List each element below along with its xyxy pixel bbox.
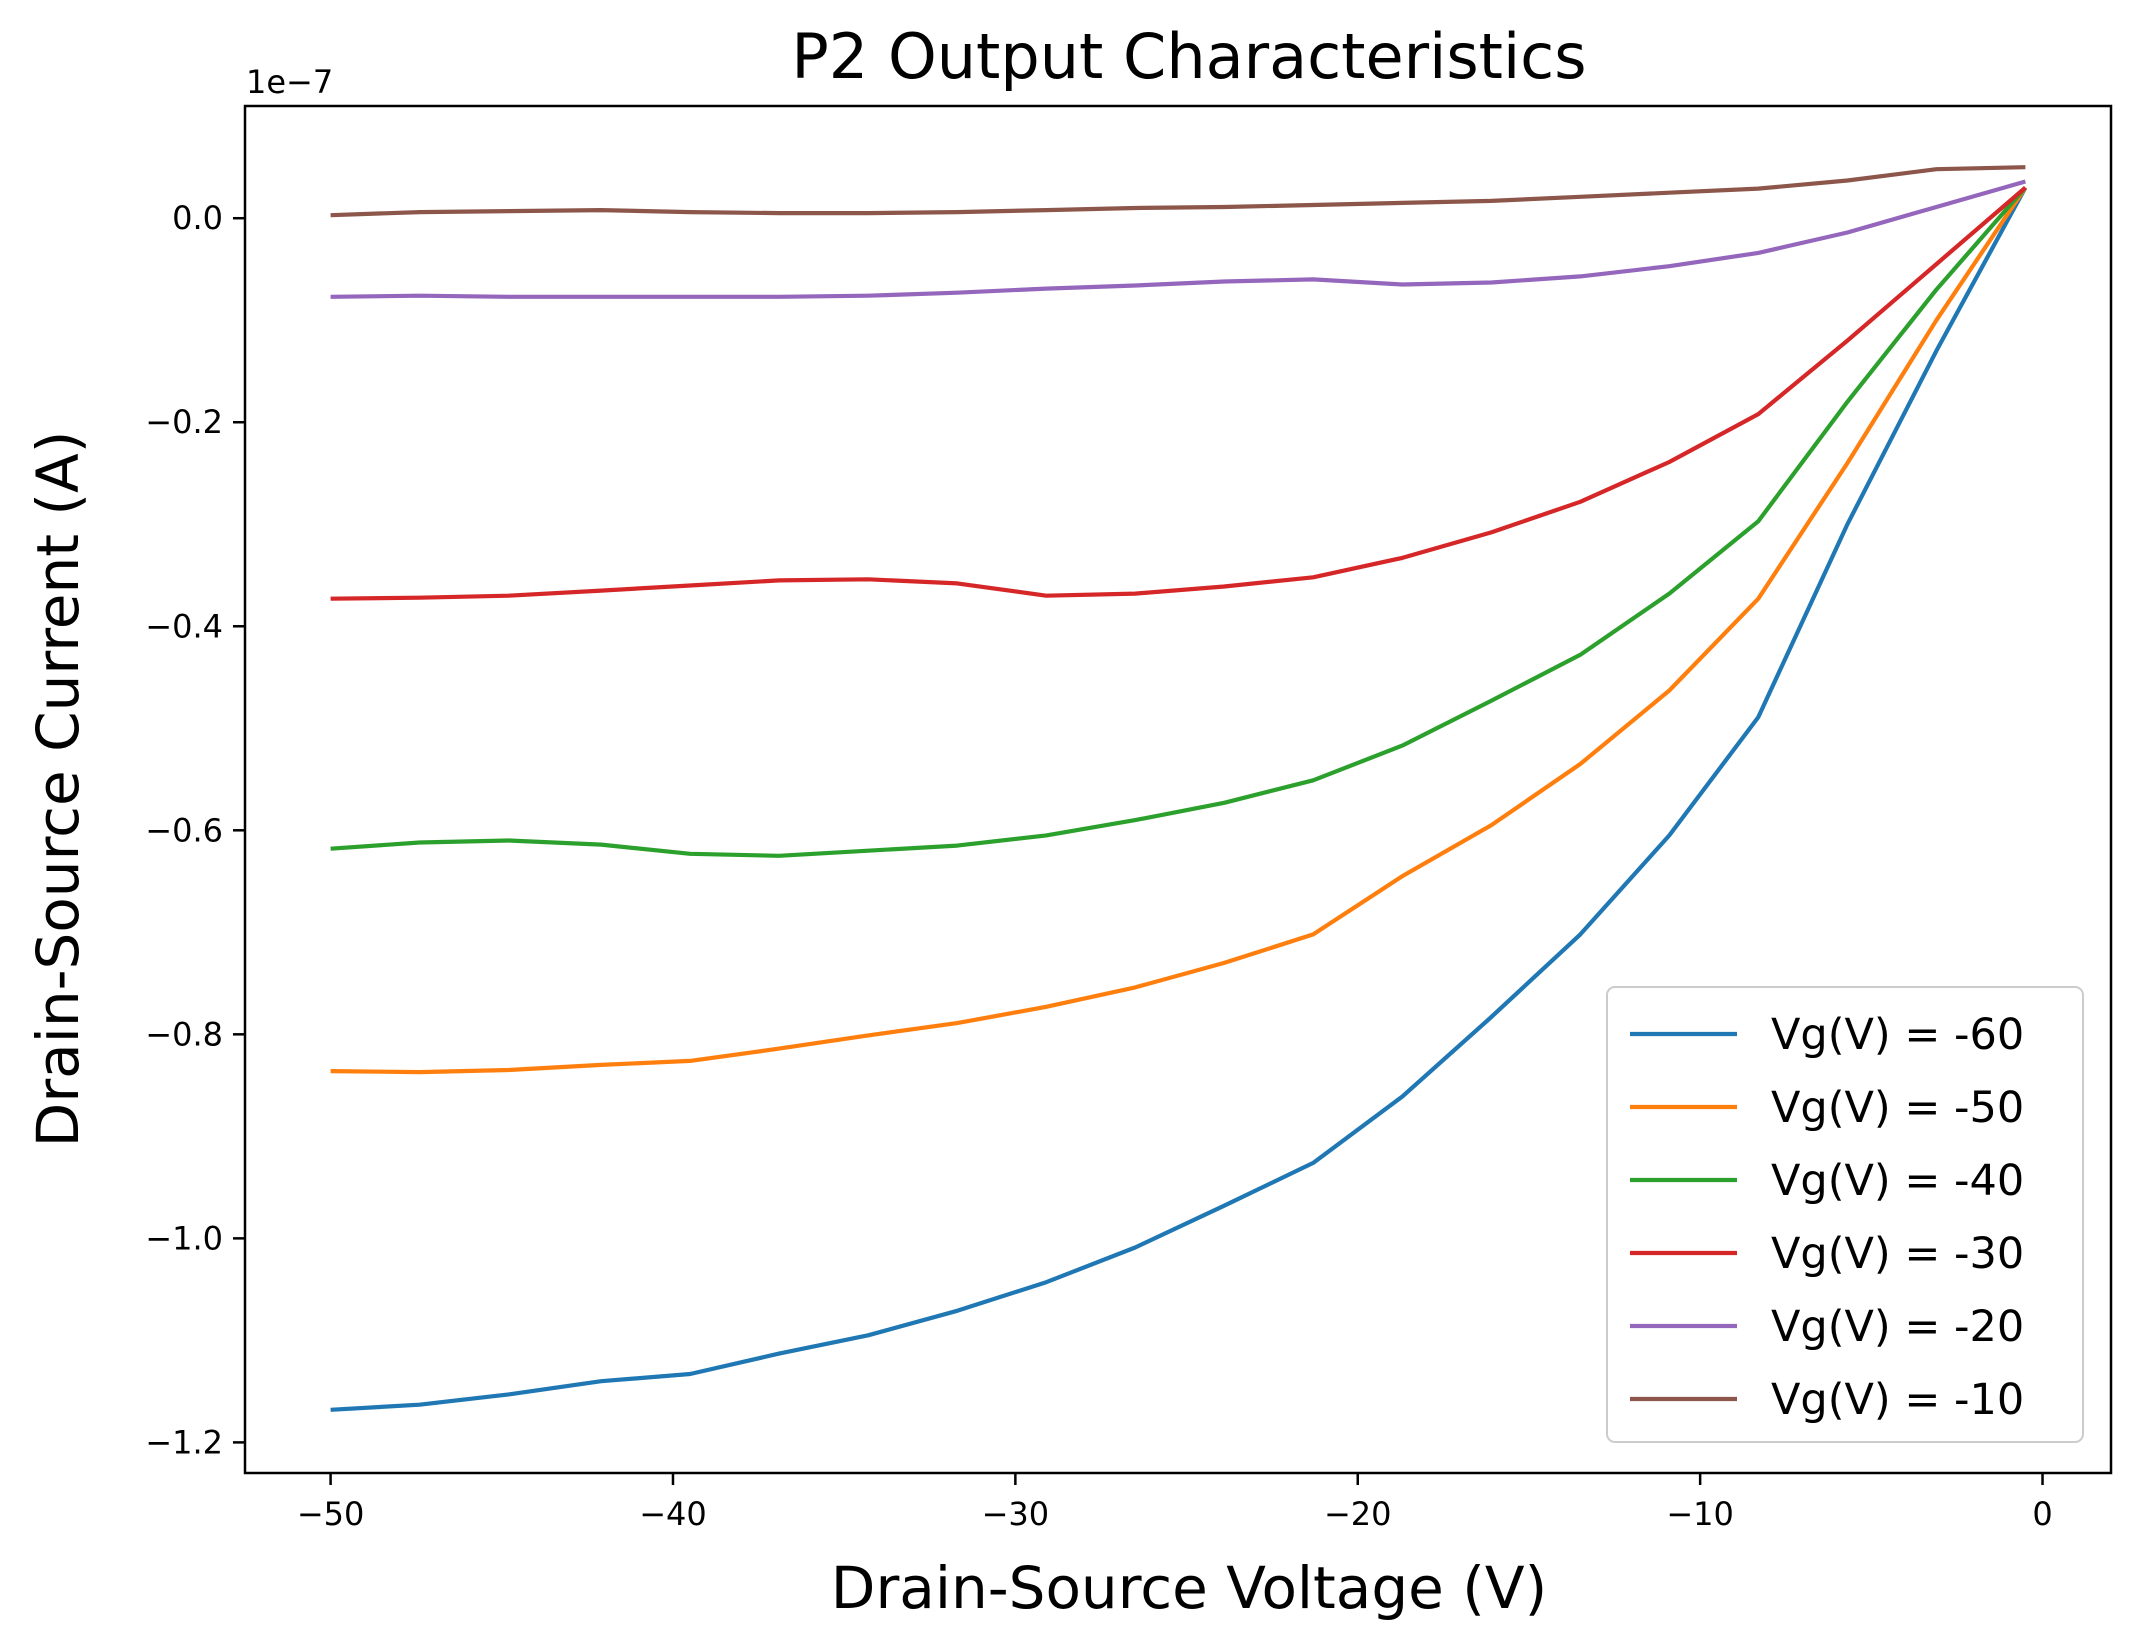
legend-label: Vg(V) = -40: [1771, 1156, 2024, 1206]
legend-label: Vg(V) = -30: [1771, 1229, 2024, 1279]
y-tick-label: −0.2: [145, 403, 223, 441]
legend-label: Vg(V) = -60: [1771, 1010, 2024, 1060]
legend-box: [1606, 986, 2084, 1443]
legend-label: Vg(V) = -50: [1771, 1083, 2024, 1133]
y-axis-label: Drain-Source Current (A): [24, 431, 92, 1148]
legend-label: Vg(V) = -10: [1771, 1375, 2024, 1425]
x-tick-label: −40: [639, 1495, 707, 1533]
x-tick-label: −30: [982, 1495, 1050, 1533]
legend-label: Vg(V) = -20: [1771, 1302, 2024, 1352]
x-tick-label: −10: [1666, 1495, 1734, 1533]
plot-frame: [243, 104, 2113, 1475]
series-line-4: [330, 186, 2027, 601]
y-tick-label: −1.2: [145, 1423, 223, 1461]
y-tick-label: −1.0: [145, 1219, 223, 1257]
x-tick-label: −20: [1324, 1495, 1392, 1533]
legend: Vg(V) = -60 Vg(V) = -50 Vg(V) = -40 Vg(V) =…: [1606, 986, 2084, 1443]
y-axis-offset-text: 1e−7: [246, 63, 333, 101]
series-line-6: [330, 165, 2026, 218]
plot-lines: [330, 165, 2028, 1412]
series-line-2: [330, 186, 2028, 1075]
y-tick-label: 0.0: [172, 199, 223, 237]
series-line-5: [330, 179, 2026, 299]
chart-title: P2 Output Characteristics: [791, 20, 1586, 93]
y-axis-ticks: 0.0 −0.2 −0.4 −0.6 −0.8 −1.0 −1.2: [145, 199, 245, 1461]
x-tick-label: −50: [297, 1495, 365, 1533]
x-axis-ticks: −50 −40 −30 −20 −10 0: [297, 1473, 2053, 1533]
series-line-3: [330, 186, 2027, 858]
series-line-1: [330, 186, 2028, 1412]
x-tick-label: 0: [2032, 1495, 2052, 1533]
y-tick-label: −0.6: [145, 811, 223, 849]
y-tick-label: −0.8: [145, 1015, 223, 1053]
x-axis-label: Drain-Source Voltage (V): [831, 1554, 1547, 1622]
y-tick-label: −0.4: [145, 607, 223, 645]
